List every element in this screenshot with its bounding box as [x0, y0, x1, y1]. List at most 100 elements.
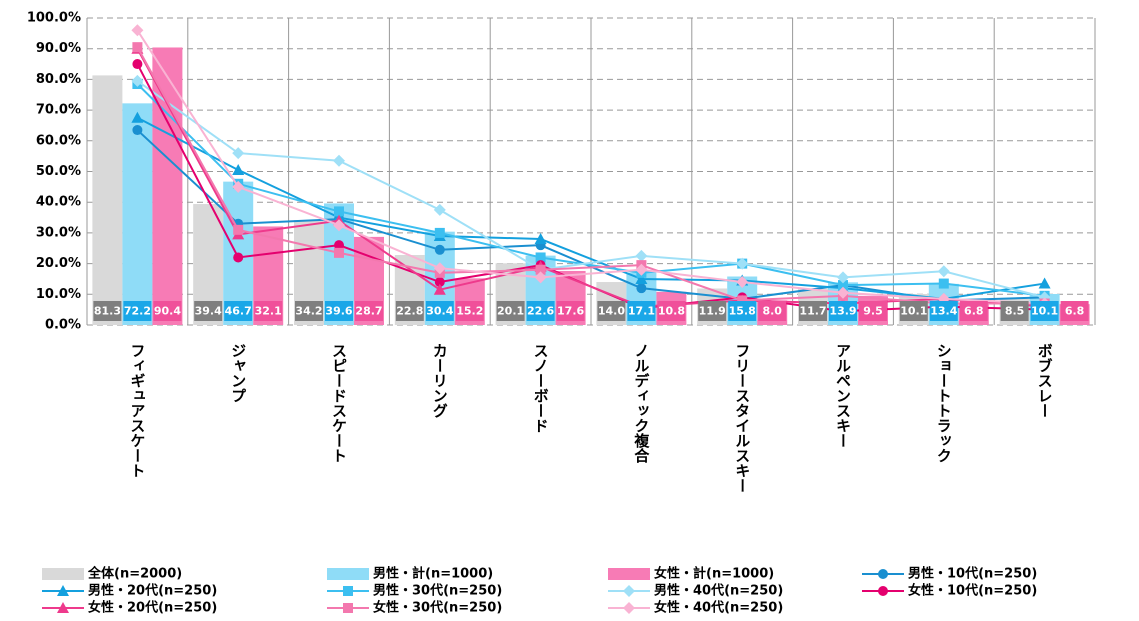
value-label: 6.8 [1065, 305, 1085, 318]
marker [433, 283, 446, 295]
value-label: 28.7 [355, 305, 382, 318]
marker [433, 203, 446, 216]
value-label: 39.6 [325, 305, 352, 318]
legend-label: 女性・30代(n=250) [373, 600, 502, 616]
x-tick-label: ショートトラック [935, 343, 953, 463]
legend-label: 全体(n=2000) [87, 566, 182, 582]
x-tick-label: スノーボード [532, 343, 550, 433]
value-label: 14.0 [598, 305, 625, 318]
value-label: 10.1 [900, 305, 927, 318]
value-label-box [929, 301, 958, 321]
x-tick-label: フリースタイルスキー [733, 343, 751, 493]
value-label-box [1000, 301, 1029, 321]
marker [636, 283, 647, 294]
marker [131, 111, 144, 123]
marker [333, 154, 345, 167]
value-label-box [597, 301, 626, 321]
marker [837, 286, 849, 299]
marker [132, 125, 143, 136]
value-label-box [425, 301, 454, 321]
marker [232, 147, 245, 160]
marker [736, 276, 749, 289]
marker [334, 206, 344, 217]
legend-swatch [42, 568, 84, 580]
bar [122, 103, 153, 325]
value-label-box [526, 301, 555, 321]
legend-label: 女性・20代(n=250) [88, 600, 217, 616]
value-label: 17.6 [557, 305, 584, 318]
x-tick-label: アルペンスキー [834, 343, 852, 448]
marker [623, 602, 635, 614]
value-label: 46.7 [225, 305, 252, 318]
marker [434, 244, 445, 255]
marker [623, 585, 635, 597]
marker [635, 272, 648, 284]
marker [232, 180, 245, 193]
value-label: 11.9 [699, 305, 726, 318]
x-tick-label: ノルディック複合 [632, 343, 650, 464]
value-label-box [758, 301, 787, 321]
legend-label: 女性・計(n=1000) [654, 566, 774, 582]
value-label: 20.1 [497, 305, 524, 318]
marker [334, 240, 344, 251]
marker [343, 603, 353, 613]
marker [534, 271, 547, 284]
marker [535, 264, 546, 275]
marker [635, 263, 648, 276]
y-tick-label: 0.0% [45, 318, 81, 333]
marker [131, 24, 144, 37]
marker [1038, 277, 1051, 289]
marker [534, 233, 547, 245]
value-label-box [93, 301, 122, 321]
x-tick-label: スピードスケート [330, 343, 348, 463]
value-label-box [295, 301, 323, 321]
value-label-box [1060, 301, 1089, 321]
value-label-box [698, 301, 727, 321]
marker [232, 163, 245, 175]
value-label-box [959, 301, 988, 321]
value-label-box [728, 301, 757, 321]
marker [233, 252, 244, 263]
value-label: 8.0 [762, 305, 782, 318]
y-tick-label: 30.0% [36, 225, 81, 240]
legend-label: 女性・40代(n=250) [654, 600, 783, 616]
marker [837, 271, 849, 284]
legend-label: 女性・10代(n=250) [908, 583, 1037, 599]
value-label: 32.1 [255, 305, 282, 318]
marker [433, 262, 446, 275]
bar [152, 47, 183, 326]
line [136, 80, 1045, 299]
marker [57, 602, 69, 613]
value-label-box [859, 301, 887, 321]
x-tick-label: ジャンプ [229, 343, 247, 403]
legend-label: 男性・計(n=1000) [373, 566, 493, 582]
value-label-box [395, 301, 424, 321]
value-label: 72.2 [124, 305, 151, 318]
marker [635, 249, 648, 262]
marker [535, 252, 546, 263]
marker [132, 59, 143, 70]
value-label-box [224, 301, 253, 321]
value-label-box [496, 301, 525, 321]
x-tick-label: フィギュアスケート [128, 343, 146, 478]
value-label-box [153, 301, 182, 321]
legend-label: 男性・30代(n=250) [373, 583, 502, 599]
value-label-box [556, 301, 585, 321]
value-label: 90.4 [154, 305, 181, 318]
legend-swatch [608, 568, 650, 580]
marker [434, 227, 445, 238]
value-label: 17.1 [628, 305, 655, 318]
marker [131, 74, 144, 87]
marker [343, 586, 353, 596]
value-label-box [627, 301, 656, 321]
marker [736, 257, 749, 270]
marker [878, 586, 888, 596]
value-label: 22.6 [527, 305, 554, 318]
line [136, 83, 1045, 297]
marker [937, 265, 950, 278]
value-label-box [325, 301, 353, 321]
y-tick-label: 10.0% [36, 287, 81, 302]
legend-swatch [327, 568, 369, 580]
line [136, 46, 1045, 305]
